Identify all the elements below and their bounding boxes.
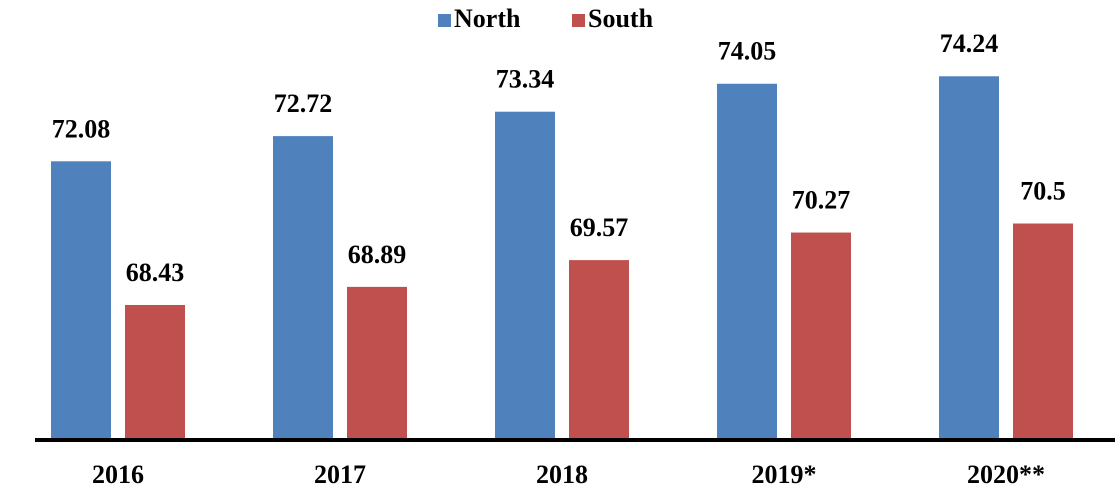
bar — [791, 232, 851, 440]
data-label: 70.27 — [792, 186, 851, 215]
x-tick-label: 2016 — [92, 460, 144, 489]
data-label: 68.43 — [126, 258, 185, 287]
bar — [125, 304, 185, 440]
legend-label: North — [454, 4, 521, 33]
data-label: 69.57 — [570, 213, 629, 242]
bar — [347, 286, 407, 440]
bar — [1013, 223, 1073, 440]
data-label: 74.05 — [718, 37, 777, 66]
legend-swatch — [438, 14, 451, 27]
bar — [569, 260, 629, 440]
bar — [51, 161, 111, 440]
x-tick-label: 2019* — [752, 460, 817, 489]
data-label: 72.08 — [52, 114, 111, 143]
bar — [495, 111, 555, 440]
bar — [273, 136, 333, 440]
x-tick-label: 2017 — [314, 460, 366, 489]
data-label: 73.34 — [496, 65, 555, 94]
data-label: 68.89 — [348, 240, 407, 269]
x-tick-label: 2018 — [536, 460, 588, 489]
bar — [717, 83, 777, 440]
legend-swatch — [572, 14, 585, 27]
data-label: 70.5 — [1020, 176, 1066, 205]
data-label: 72.72 — [274, 89, 333, 118]
bar — [939, 76, 999, 440]
x-tick-label: 2020** — [967, 460, 1045, 489]
data-label: 74.24 — [940, 29, 999, 58]
legend-label: South — [588, 4, 654, 33]
